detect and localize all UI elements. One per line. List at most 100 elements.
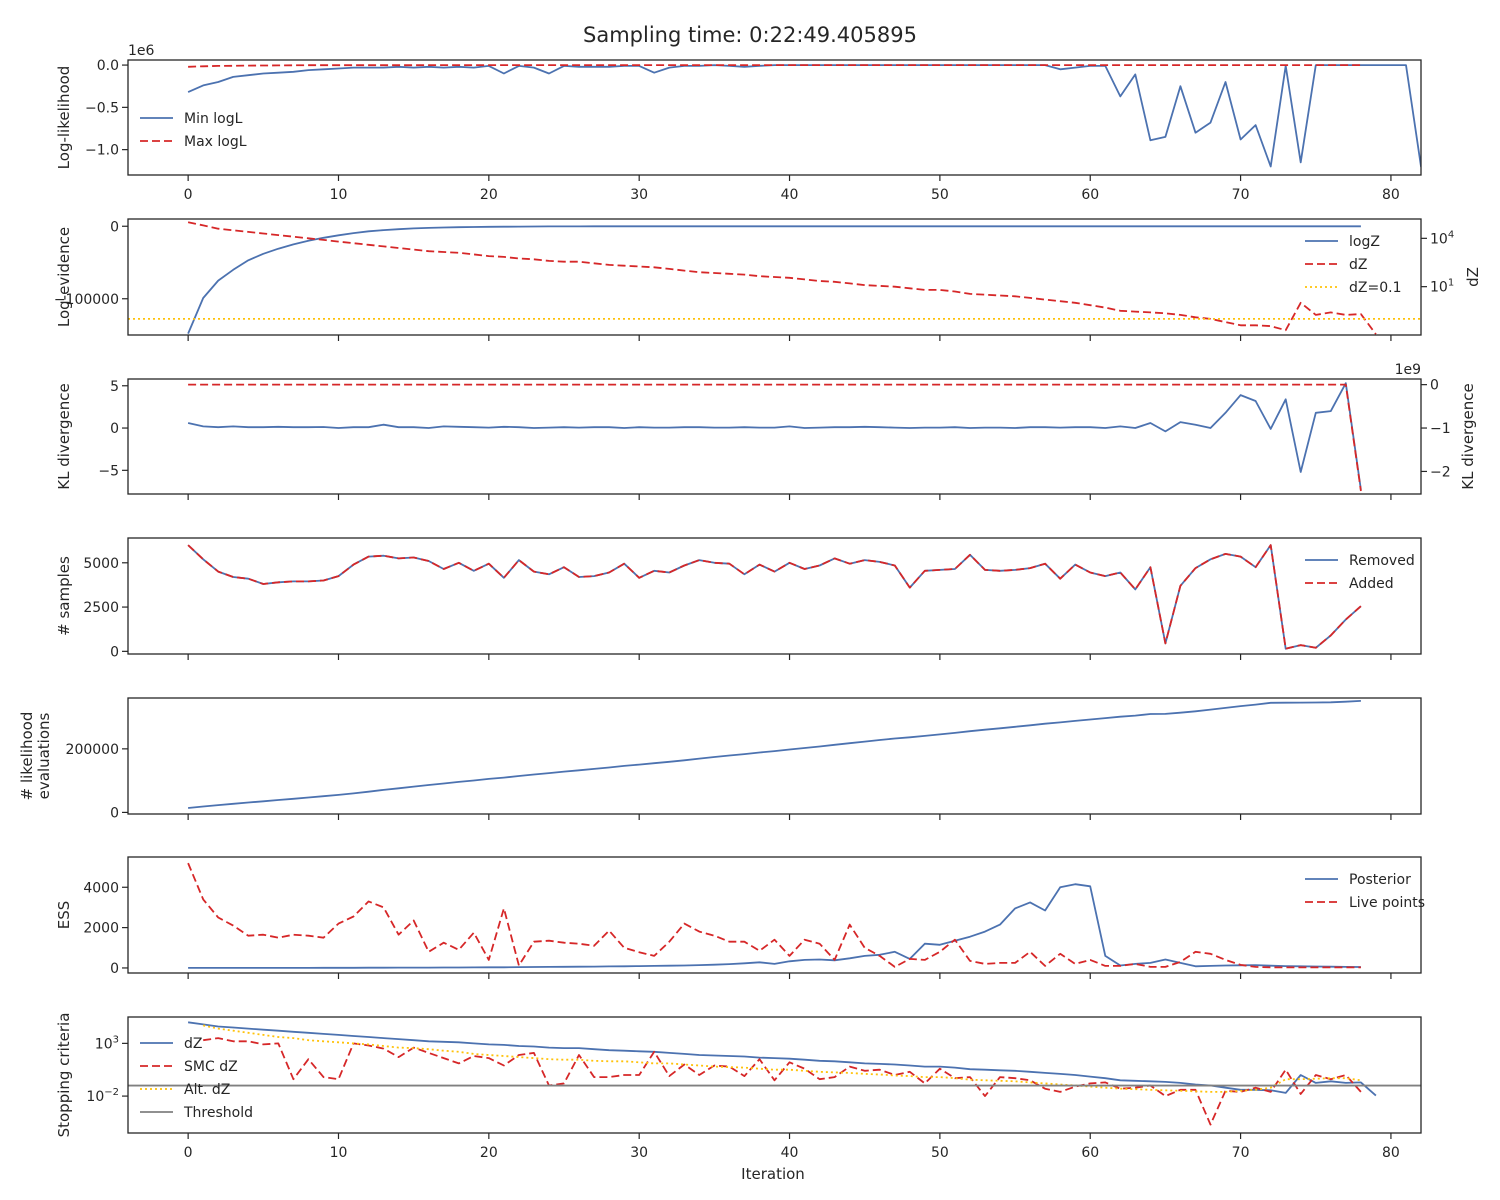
offset-text-right: 1e9 (1395, 362, 1421, 378)
legend-label: dZ (1349, 257, 1367, 273)
y2-tick-label: 104 (1430, 229, 1454, 247)
series-group (187, 64, 1421, 168)
y-tick-label: 0 (110, 961, 119, 977)
series-posterior (188, 883, 1361, 969)
y-axis-label: # samples (55, 556, 73, 636)
axes-frame (127, 856, 1422, 974)
axes-frame (127, 378, 1422, 495)
series-group (128, 1021, 1421, 1126)
legend-label: logZ (1349, 234, 1380, 250)
subplot-loglik: 0 10 20 30 40 50 60 70 80 0.0 −0.5 −1.0 1e6 Log-likel… (55, 43, 1422, 203)
x-tick-label: 80 (1382, 187, 1400, 203)
x-tick-label: 70 (1232, 1145, 1250, 1161)
subplot-stopping: 0 10 20 30 40 50 60 70 80 103 10−2 Stopping criteri… (55, 1013, 1422, 1161)
y-axis-label: Log-likelihood (55, 66, 73, 170)
legend-label: Added (1349, 576, 1394, 592)
y-tick-label: 2500 (83, 600, 119, 616)
y-tick-label: 0 (110, 805, 119, 821)
series-max-logl (188, 64, 1361, 68)
y2-tick-label: −2 (1430, 464, 1451, 480)
x-tick-label: 20 (480, 1145, 498, 1161)
legend-label: Alt. dZ (184, 1082, 230, 1098)
legend: Posterior Live points (1305, 872, 1425, 911)
x-tick-label: 0 (184, 187, 193, 203)
y-tick-label: 0.0 (97, 58, 119, 74)
series-group (187, 544, 1362, 650)
y-axis-label: Log-evidence (55, 227, 73, 327)
y-axis-label: Stopping criteria (55, 1013, 73, 1138)
series-live-points (187, 862, 1361, 969)
y-tick-label: 2000 (83, 921, 119, 937)
y-tick-label: −0.5 (85, 100, 119, 116)
x-tick-label: 30 (630, 187, 648, 203)
x-tick-label: 30 (630, 1145, 648, 1161)
y2-axis-label: KL divergence (1459, 383, 1477, 489)
x-tick-label: 70 (1232, 187, 1250, 203)
y-tick-label: 5 (110, 379, 119, 395)
legend: logZ dZ dZ=0.1 (1305, 234, 1401, 296)
x-tick-label: 10 (330, 187, 348, 203)
y-tick-label: −100000 (54, 292, 119, 308)
y2-tick-label: 0 (1430, 378, 1439, 394)
legend-label: Posterior (1349, 872, 1411, 888)
legend-label: Min logL (184, 111, 243, 127)
y2-axis-label: dZ (1464, 267, 1482, 287)
series-kl-right-axis- (188, 383, 1362, 492)
y2-tick-label: −1 (1430, 421, 1451, 437)
series-logz (187, 225, 1361, 334)
y-tick-label: 10−2 (86, 1087, 119, 1105)
legend-label: Removed (1349, 553, 1415, 569)
axes-frame (127, 1016, 1422, 1134)
x-tick-label: 60 (1081, 187, 1099, 203)
subplot-kl: 5 0 −5 0 −1 −2 1e9 KL divergence KL divergence (55, 362, 1477, 500)
y-tick-label: 103 (95, 1034, 119, 1052)
legend-label: dZ=0.1 (1349, 280, 1401, 296)
y-axis-label: ESS (55, 901, 73, 930)
x-tick-label: 40 (781, 187, 799, 203)
x-tick-label: 50 (931, 1145, 949, 1161)
x-tick-label: 80 (1382, 1145, 1400, 1161)
y-tick-label: 5000 (83, 556, 119, 572)
series-group (128, 221, 1421, 335)
series-dz (187, 1021, 1377, 1097)
axes-frame (127, 59, 1422, 176)
offset-text: 1e6 (128, 43, 155, 59)
legend-label: Max logL (184, 134, 247, 150)
x-tick-label: 10 (330, 1145, 348, 1161)
legend-label: dZ (184, 1036, 202, 1052)
x-tick-label: 20 (480, 187, 498, 203)
figure-title: Sampling time: 0:22:49.405895 (583, 23, 917, 47)
series-alt-dz (203, 1024, 1362, 1093)
legend: dZ SMC dZ Alt. dZ Threshold (140, 1036, 253, 1121)
y-tick-label: −5 (98, 463, 119, 479)
y-tick-label: 0 (110, 219, 119, 235)
legend: Removed Added (1305, 553, 1415, 592)
legend-label: Threshold (183, 1105, 253, 1121)
axes-frame (127, 218, 1422, 336)
series-group (188, 700, 1361, 809)
axes-frame (127, 697, 1422, 815)
subplot-evaluations: 200000 0 # likelihoodevaluations (18, 697, 1422, 821)
x-tick-label: 40 (781, 1145, 799, 1161)
y-tick-label: −1.0 (85, 143, 119, 159)
subplots-group: 0 10 20 30 40 50 60 70 800.0−0.5−1.01e6Log-likel… (18, 43, 1482, 1161)
series-evaluations (188, 700, 1361, 809)
y-axis-label: KL divergence (55, 383, 73, 489)
series-group (187, 862, 1361, 969)
series-smc-dz (203, 1037, 1362, 1126)
x-tick-label: 60 (1081, 1145, 1099, 1161)
subplot-logevidence: 0 −100000 104 101 Log-evidence dZ logZ dZ dZ=0.1 (54, 218, 1482, 341)
series-added (187, 544, 1362, 650)
y-tick-label: 4000 (83, 880, 119, 896)
legend: Min logL Max logL (140, 111, 247, 150)
series-dz (187, 221, 1377, 335)
series-group (187, 382, 1362, 492)
subplot-samples: 5000 2500 0 # samples Removed Added (55, 537, 1422, 660)
y-tick-label: 200000 (66, 742, 119, 758)
legend-label: Live points (1349, 895, 1425, 911)
y-tick-label: 0 (110, 421, 119, 437)
x-tick-label: 50 (931, 187, 949, 203)
axes-frame (127, 537, 1422, 655)
y-axis-label: # likelihoodevaluations (18, 712, 53, 801)
series-kl (187, 382, 1362, 490)
